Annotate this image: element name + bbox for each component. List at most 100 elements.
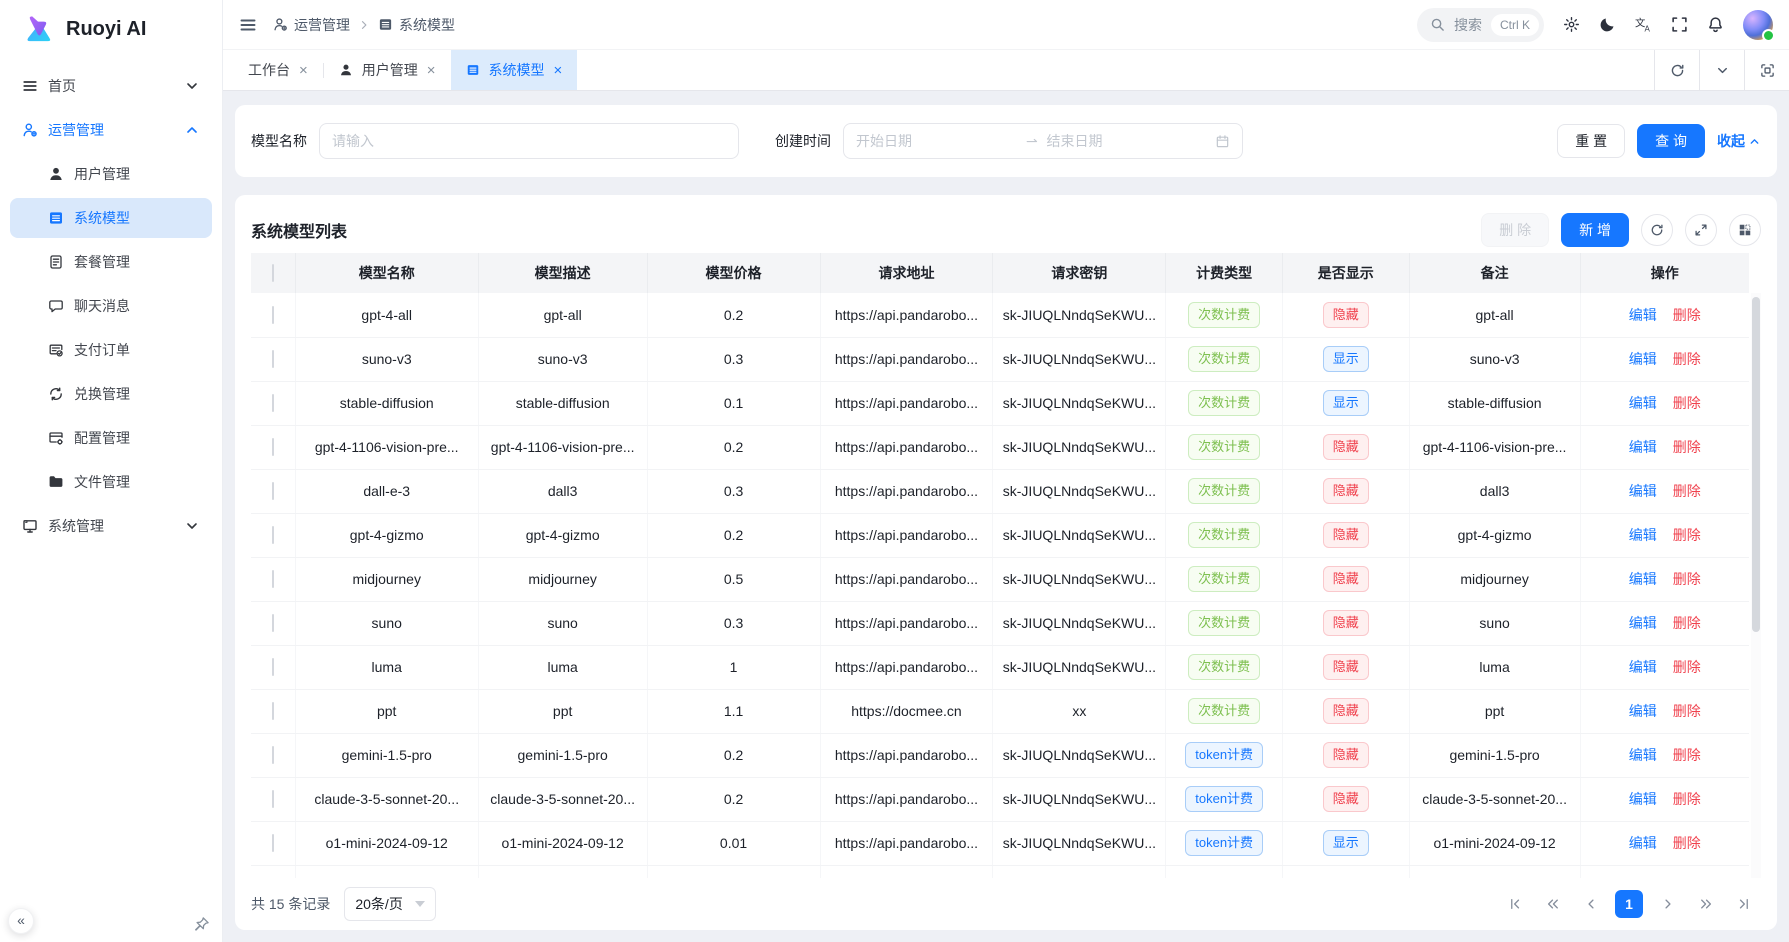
visibility-badge[interactable]: 隐藏 bbox=[1322, 654, 1369, 680]
delete-button[interactable]: 删除 bbox=[1672, 659, 1701, 675]
delete-button[interactable]: 删除 bbox=[1672, 306, 1701, 323]
avatar[interactable] bbox=[1743, 9, 1775, 42]
visibility-badge[interactable]: 隐藏 bbox=[1322, 566, 1369, 592]
table-scrollbar-thumb[interactable] bbox=[1752, 297, 1760, 632]
model-name-input[interactable] bbox=[319, 123, 739, 159]
page-last-button[interactable] bbox=[1730, 891, 1757, 918]
sidebar-item-5[interactable]: 兑换管理 bbox=[10, 374, 212, 414]
sidebar-item-2[interactable]: 套餐管理 bbox=[10, 242, 212, 282]
visibility-badge[interactable]: 隐藏 bbox=[1322, 522, 1369, 548]
end-date-input[interactable] bbox=[1046, 133, 1207, 149]
page-number-current[interactable]: 1 bbox=[1615, 890, 1643, 918]
global-search[interactable]: 搜索 Ctrl K bbox=[1417, 7, 1544, 42]
row-checkbox[interactable] bbox=[271, 394, 274, 412]
edit-button[interactable]: 编辑 bbox=[1628, 439, 1657, 455]
visibility-badge[interactable]: 隐藏 bbox=[1322, 786, 1369, 812]
edit-button[interactable]: 编辑 bbox=[1628, 747, 1657, 763]
delete-button[interactable]: 删除 bbox=[1672, 791, 1701, 807]
delete-button[interactable]: 删除 bbox=[1672, 615, 1701, 631]
row-checkbox[interactable] bbox=[271, 746, 274, 764]
delete-button[interactable]: 删除 bbox=[1672, 395, 1701, 411]
row-checkbox[interactable] bbox=[271, 614, 274, 632]
tab-2[interactable]: 系统模型 × bbox=[450, 50, 578, 90]
delete-button[interactable]: 删除 bbox=[1672, 439, 1701, 455]
collapse-filter-link[interactable]: 收起 bbox=[1717, 131, 1761, 151]
visibility-badge[interactable]: 隐藏 bbox=[1322, 698, 1369, 724]
delete-button[interactable]: 删除 bbox=[1672, 351, 1701, 367]
sidebar-collapse-button[interactable]: « bbox=[8, 908, 34, 934]
hamburger-menu-icon[interactable] bbox=[239, 16, 257, 34]
edit-button[interactable]: 编辑 bbox=[1628, 571, 1657, 587]
row-checkbox[interactable] bbox=[271, 570, 274, 588]
row-checkbox[interactable] bbox=[271, 526, 274, 544]
sidebar-item-0[interactable]: 用户管理 bbox=[10, 154, 212, 194]
delete-button[interactable]: 删除 bbox=[1672, 527, 1701, 543]
sidebar-group-0[interactable]: 运营管理 bbox=[10, 110, 212, 150]
add-button[interactable]: 新 增 bbox=[1561, 213, 1629, 247]
page-prev-button[interactable] bbox=[1577, 891, 1604, 918]
column-settings-button[interactable] bbox=[1729, 214, 1761, 246]
content-fullscreen-button[interactable] bbox=[1744, 50, 1789, 90]
row-checkbox[interactable] bbox=[271, 305, 274, 324]
edit-button[interactable]: 编辑 bbox=[1628, 395, 1657, 411]
edit-button[interactable]: 编辑 bbox=[1628, 483, 1657, 499]
visibility-badge[interactable]: 显示 bbox=[1322, 390, 1369, 416]
row-checkbox[interactable] bbox=[271, 350, 274, 368]
tab-close-icon[interactable]: × bbox=[299, 61, 308, 79]
sidebar-item-4[interactable]: 支付订单 bbox=[10, 330, 212, 370]
tab-0[interactable]: 工作台 × bbox=[233, 50, 323, 90]
sidebar-item-3[interactable]: 聊天消息 bbox=[10, 286, 212, 326]
edit-button[interactable]: 编辑 bbox=[1628, 835, 1657, 851]
reset-button[interactable]: 重 置 bbox=[1557, 124, 1626, 158]
moon-icon[interactable] bbox=[1599, 16, 1616, 33]
fullscreen-icon[interactable] bbox=[1671, 16, 1688, 33]
sidebar-item-1[interactable]: 系统模型 bbox=[10, 198, 212, 238]
batch-delete-button[interactable]: 删 除 bbox=[1481, 213, 1550, 247]
breadcrumb-item[interactable]: 运营管理 bbox=[273, 15, 350, 35]
tab-refresh-button[interactable] bbox=[1654, 50, 1699, 90]
page-first-button[interactable] bbox=[1501, 891, 1528, 918]
delete-button[interactable]: 删除 bbox=[1672, 483, 1701, 499]
page-next-double-button[interactable] bbox=[1692, 891, 1719, 918]
delete-button[interactable]: 删除 bbox=[1672, 703, 1701, 719]
delete-button[interactable]: 删除 bbox=[1672, 571, 1701, 587]
date-range-picker[interactable] bbox=[843, 123, 1243, 159]
bell-icon[interactable] bbox=[1707, 16, 1724, 33]
visibility-badge[interactable]: 隐藏 bbox=[1322, 742, 1369, 768]
table-fullscreen-button[interactable] bbox=[1685, 214, 1717, 246]
visibility-badge[interactable]: 隐藏 bbox=[1322, 434, 1369, 460]
visibility-badge[interactable]: 显示 bbox=[1322, 830, 1369, 856]
sidebar-item-7[interactable]: 文件管理 bbox=[10, 462, 212, 502]
tab-more-button[interactable] bbox=[1699, 50, 1744, 90]
delete-button[interactable]: 删除 bbox=[1672, 747, 1701, 763]
gear-icon[interactable] bbox=[1563, 16, 1580, 33]
edit-button[interactable]: 编辑 bbox=[1628, 527, 1657, 543]
page-next-button[interactable] bbox=[1654, 891, 1681, 918]
select-all-checkbox[interactable] bbox=[271, 264, 274, 282]
start-date-input[interactable] bbox=[856, 133, 1017, 149]
row-checkbox[interactable] bbox=[271, 702, 274, 720]
tab-close-icon[interactable]: × bbox=[426, 61, 436, 79]
pin-icon[interactable] bbox=[194, 916, 210, 932]
page-size-select[interactable]: 20条/页 bbox=[344, 887, 437, 921]
row-checkbox[interactable] bbox=[271, 482, 274, 500]
edit-button[interactable]: 编辑 bbox=[1628, 306, 1657, 323]
row-checkbox[interactable] bbox=[271, 438, 274, 456]
search-button[interactable]: 查 询 bbox=[1637, 124, 1705, 158]
sidebar-item-home[interactable]: 首页 bbox=[10, 66, 212, 106]
sidebar-item-6[interactable]: 配置管理 bbox=[10, 418, 212, 458]
visibility-badge[interactable]: 显示 bbox=[1322, 346, 1369, 372]
row-checkbox[interactable] bbox=[271, 834, 274, 852]
visibility-badge[interactable]: 隐藏 bbox=[1322, 301, 1369, 328]
visibility-badge[interactable]: 隐藏 bbox=[1322, 610, 1369, 636]
visibility-badge[interactable]: 隐藏 bbox=[1322, 478, 1369, 504]
edit-button[interactable]: 编辑 bbox=[1628, 615, 1657, 631]
table-refresh-button[interactable] bbox=[1641, 214, 1673, 246]
edit-button[interactable]: 编辑 bbox=[1628, 703, 1657, 719]
sidebar-group-1[interactable]: 系统管理 bbox=[10, 506, 212, 546]
tab-1[interactable]: 用户管理 × bbox=[324, 50, 451, 90]
edit-button[interactable]: 编辑 bbox=[1628, 791, 1657, 807]
page-prev-double-button[interactable] bbox=[1539, 891, 1566, 918]
row-checkbox[interactable] bbox=[271, 790, 274, 808]
